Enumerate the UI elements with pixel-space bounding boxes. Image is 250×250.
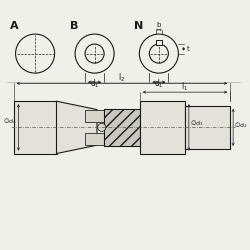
Text: B: B	[70, 21, 78, 31]
Text: l$_2$: l$_2$	[118, 71, 126, 84]
Text: N: N	[134, 21, 143, 31]
Bar	[156, 40, 162, 45]
Text: d$_1$: d$_1$	[90, 78, 100, 90]
Polygon shape	[56, 101, 97, 154]
Text: l$_1$: l$_1$	[182, 80, 188, 92]
Circle shape	[98, 123, 106, 132]
Bar	[104, 108, 140, 146]
Bar	[14, 101, 56, 154]
Text: $\emptyset$d$_4$: $\emptyset$d$_4$	[3, 116, 17, 126]
Text: b: b	[157, 22, 161, 28]
Bar	[140, 101, 185, 154]
Text: $\emptyset$d$_2$: $\emptyset$d$_2$	[234, 120, 248, 130]
Text: A: A	[10, 21, 19, 31]
Text: t: t	[187, 46, 190, 52]
Text: d$_1$: d$_1$	[154, 78, 164, 90]
Bar	[85, 110, 111, 122]
Bar	[185, 106, 230, 149]
Bar	[104, 108, 140, 146]
Text: $\emptyset$d$_1$: $\emptyset$d$_1$	[190, 118, 203, 128]
Bar	[85, 132, 111, 145]
